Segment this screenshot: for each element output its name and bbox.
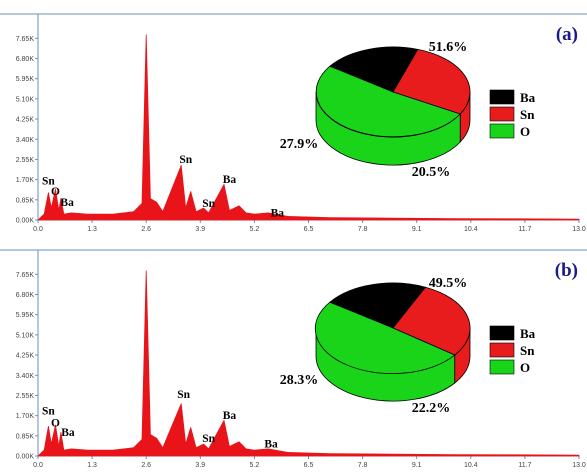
legend-swatch-o <box>489 359 515 375</box>
y-tick-label: 5.10K <box>16 96 35 103</box>
y-tick-label: 3.40K <box>16 137 35 144</box>
panel-label: (a) <box>556 24 578 45</box>
y-tick-label: 3.40K <box>16 373 35 380</box>
x-tick-label: 2.6 <box>141 462 151 469</box>
y-tick-label: 2.55K <box>16 393 35 400</box>
y-tick-label: 6.80K <box>16 292 35 299</box>
x-tick-label: 5.2 <box>250 226 260 233</box>
panel-a-svg: 0.00K 0.85K 1.70K 2.55K 3.40K 4.25K 5.10K 5.95K… <box>0 13 587 233</box>
peak-label-ba: Ba <box>223 410 237 422</box>
x-tick-label: 9.1 <box>412 226 422 233</box>
x-tick-label: 6.5 <box>304 226 314 233</box>
peak-label-o: O <box>51 417 60 429</box>
y-tick-label: 0.85K <box>16 433 35 440</box>
x-tick-label: 0.0 <box>33 226 43 233</box>
y-tick-label: 5.10K <box>16 332 35 339</box>
y-tick-label: 4.25K <box>16 117 35 124</box>
legend-swatch-o <box>489 123 515 139</box>
y-tick-label: 2.55K <box>16 157 35 164</box>
peak-label-sn: Sn <box>202 198 215 210</box>
y-tick-label: 5.95K <box>16 76 35 83</box>
legend-label-ba: Ba <box>520 326 536 341</box>
pie-slice-sn <box>392 286 471 356</box>
peak-label-ba: Ba <box>271 207 285 219</box>
spectrum-area <box>37 34 580 221</box>
x-tick-label: 3.9 <box>195 226 205 233</box>
y-tick-label: 0.85K <box>16 197 35 204</box>
y-tick-label: 7.65K <box>16 272 35 279</box>
legend-label-o: O <box>520 360 530 375</box>
x-tick-label: 9.1 <box>412 462 422 469</box>
legend-label-sn: Sn <box>520 343 535 358</box>
y-tick-label: 0.00K <box>16 218 35 225</box>
pie-label-sn: 28.3% <box>280 373 319 388</box>
panel-b: 0.00K 0.85K 1.70K 2.55K 3.40K 4.25K 5.10K 5.95K… <box>0 236 587 471</box>
pie-label-o: 51.6% <box>429 40 468 55</box>
x-tick-label: 7.8 <box>358 226 368 233</box>
x-tick-label: 10.4 <box>464 462 478 469</box>
y-tick-label: 1.70K <box>16 177 35 184</box>
pie-slice-o <box>314 301 456 375</box>
peak-label-ba: Ba <box>60 197 74 209</box>
x-tick-label: 5.2 <box>250 462 260 469</box>
x-tick-label: 6.5 <box>304 462 314 469</box>
x-tick-label: 11.7 <box>518 226 531 233</box>
panel-b-svg: 0.00K 0.85K 1.70K 2.55K 3.40K 4.25K 5.10K 5.95K… <box>0 249 587 469</box>
panel-a: 0.00K 0.85K 1.70K 2.55K 3.40K 4.25K 5.10K 5.95K… <box>0 0 587 236</box>
legend-swatch-sn <box>489 106 515 122</box>
pie-slice-sn <box>392 48 471 115</box>
legend-swatch-ba <box>489 325 515 341</box>
pie-label-sn: 27.9% <box>280 137 319 152</box>
x-tick-label: 1.3 <box>87 462 97 469</box>
legend-label-ba: Ba <box>520 90 536 105</box>
x-tick-label: 1.3 <box>87 226 97 233</box>
legend-swatch-ba <box>489 89 515 105</box>
pie-slice-ba <box>329 46 419 93</box>
x-tick-label: 13.0 <box>572 226 586 233</box>
peak-label-sn: Sn <box>179 154 192 166</box>
pie-slice-o <box>315 65 461 138</box>
peak-label-ba: Ba <box>61 427 75 439</box>
y-tick-label: 1.70K <box>16 413 35 420</box>
x-tick-label: 0.0 <box>33 462 43 469</box>
y-tick-label: 7.65K <box>16 36 35 43</box>
y-tick-label: 0.00K <box>16 454 35 461</box>
pie-label-o: 49.5% <box>429 276 468 291</box>
peak-label-sn: Sn <box>202 433 215 445</box>
pie-label-ba: 22.2% <box>412 401 451 416</box>
peak-label-sn: Sn <box>42 405 55 417</box>
legend-label-sn: Sn <box>520 107 535 122</box>
panel-label: (b) <box>555 260 578 281</box>
x-tick-label: 10.4 <box>464 226 478 233</box>
legend-swatch-sn <box>489 342 515 358</box>
x-tick-label: 7.8 <box>358 462 368 469</box>
x-tick-label: 2.6 <box>141 226 151 233</box>
peak-label-o: O <box>51 186 60 198</box>
x-tick-label: 3.9 <box>195 462 205 469</box>
x-tick-label: 13.0 <box>572 462 586 469</box>
peak-label-sn: Sn <box>177 389 190 401</box>
x-tick-label: 11.7 <box>518 462 531 469</box>
y-tick-label: 5.95K <box>16 312 35 319</box>
y-tick-label: 4.25K <box>16 353 35 360</box>
peak-label-ba: Ba <box>264 439 278 451</box>
spectrum-area <box>37 270 580 457</box>
pie-label-ba: 20.5% <box>412 165 451 180</box>
peak-label-sn: Sn <box>42 175 55 187</box>
y-tick-label: 6.80K <box>16 56 35 63</box>
legend-label-o: O <box>520 124 530 139</box>
peak-label-ba: Ba <box>223 174 237 186</box>
